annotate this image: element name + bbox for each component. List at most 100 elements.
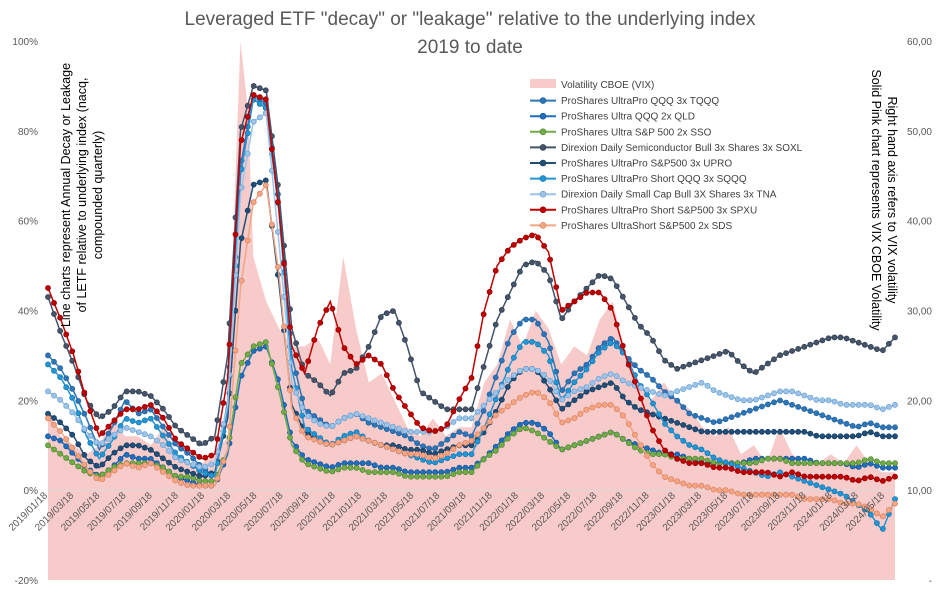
series-point xyxy=(523,419,529,426)
series-point xyxy=(432,398,439,405)
series-point xyxy=(305,426,312,433)
series-point xyxy=(613,385,620,391)
series-point xyxy=(577,294,584,301)
series-point xyxy=(595,349,602,356)
legend-item-5: ProShares UltraPro Short QQQ 3x SQQQ xyxy=(530,174,747,185)
series-point xyxy=(365,415,372,422)
series-point xyxy=(523,316,529,323)
series-point xyxy=(759,469,765,476)
series-point xyxy=(625,440,632,446)
series-point xyxy=(698,428,705,435)
series-point xyxy=(535,430,541,437)
series-point xyxy=(728,465,735,472)
legend-label: ProShares Ultra S&P 500 2x SSO xyxy=(561,127,712,138)
series-point xyxy=(843,401,850,408)
series-point xyxy=(698,482,705,489)
series-point xyxy=(892,334,898,341)
series-point xyxy=(141,431,148,438)
series-point xyxy=(262,96,269,103)
series-point xyxy=(535,390,541,396)
series-point xyxy=(51,311,57,317)
series-point xyxy=(740,469,747,476)
series-point xyxy=(716,457,723,464)
series-point xyxy=(323,440,330,447)
series-point xyxy=(268,221,275,228)
series-point xyxy=(63,436,70,443)
series-point xyxy=(75,441,82,448)
series-point xyxy=(674,388,681,395)
series-point xyxy=(740,363,747,370)
series-point xyxy=(244,113,251,120)
series-point xyxy=(57,428,63,434)
series-point xyxy=(874,404,880,411)
series-point xyxy=(716,464,723,471)
series-point xyxy=(244,237,251,244)
series-point xyxy=(523,425,529,432)
left-axis-label: Line charts represent Annual Decay or Le… xyxy=(59,63,73,327)
series-point xyxy=(867,343,874,350)
series-point xyxy=(329,422,336,429)
series-point xyxy=(589,358,596,365)
series-point xyxy=(843,335,850,342)
series-layer xyxy=(45,83,898,533)
series-point xyxy=(87,408,94,414)
series-point xyxy=(99,476,106,482)
series-point xyxy=(855,477,862,484)
left-axis-label: of LETF relative to underlying index (na… xyxy=(75,78,89,313)
series-point xyxy=(625,399,632,406)
series-point xyxy=(765,469,771,476)
series-point xyxy=(613,373,620,380)
series-point xyxy=(517,320,523,327)
series-point xyxy=(456,429,463,435)
series-point xyxy=(444,473,451,480)
series-point xyxy=(498,383,505,390)
series-point xyxy=(172,477,178,484)
series-point xyxy=(837,418,844,425)
series-point xyxy=(287,434,293,441)
series-point xyxy=(401,427,408,434)
legend-label: ProShares Ultra QQQ 2x QLD xyxy=(561,112,695,123)
series-point xyxy=(753,369,759,375)
series-point xyxy=(523,261,529,268)
series-point xyxy=(704,428,711,435)
series-point xyxy=(111,449,118,456)
series-point xyxy=(801,473,808,480)
series-point xyxy=(323,307,330,313)
series-point xyxy=(329,441,336,448)
series-point xyxy=(105,408,112,415)
series-point xyxy=(123,451,130,458)
series-point xyxy=(129,388,136,395)
series-point xyxy=(232,231,239,238)
series-point xyxy=(535,421,541,428)
series-point xyxy=(456,469,463,476)
series-point xyxy=(795,471,802,478)
series-point xyxy=(541,394,547,401)
series-point xyxy=(383,310,390,317)
series-point xyxy=(698,460,705,467)
series-point xyxy=(51,392,57,399)
series-point xyxy=(117,445,124,452)
y-left-tick-label: 20% xyxy=(18,396,38,407)
series-point xyxy=(444,436,451,443)
series-point xyxy=(105,471,112,478)
series-point xyxy=(892,473,898,480)
series-point xyxy=(595,272,602,279)
series-point xyxy=(638,407,644,414)
series-point xyxy=(408,435,414,442)
series-point xyxy=(256,341,263,348)
series-point xyxy=(819,473,826,480)
series-point xyxy=(105,455,112,461)
series-point xyxy=(153,424,160,430)
series-point xyxy=(704,417,711,423)
series-point xyxy=(166,459,172,466)
series-point xyxy=(837,473,844,480)
legend-label: ProShares UltraPro Short QQQ 3x SQQQ xyxy=(561,174,747,185)
series-point xyxy=(51,415,57,421)
series-4 xyxy=(45,177,898,479)
series-point xyxy=(408,428,414,435)
series-point xyxy=(87,458,94,465)
series-point xyxy=(371,417,378,424)
series-point xyxy=(45,433,51,440)
series-point xyxy=(746,491,753,498)
series-point xyxy=(553,397,560,404)
